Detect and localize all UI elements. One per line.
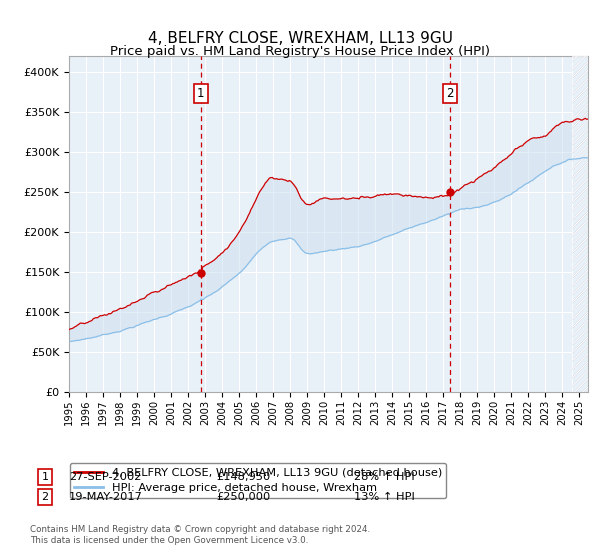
Text: 2: 2 [41,492,49,502]
Legend: 4, BELFRY CLOSE, WREXHAM, LL13 9GU (detached house), HPI: Average price, detache: 4, BELFRY CLOSE, WREXHAM, LL13 9GU (deta… [70,463,446,498]
Text: 1: 1 [41,472,49,482]
Text: 2: 2 [446,87,454,100]
Text: £148,950: £148,950 [216,472,270,482]
Text: 1: 1 [197,87,205,100]
Text: 19-MAY-2017: 19-MAY-2017 [69,492,143,502]
Text: Price paid vs. HM Land Registry's House Price Index (HPI): Price paid vs. HM Land Registry's House … [110,45,490,58]
Text: 27-SEP-2002: 27-SEP-2002 [69,472,142,482]
Text: 13% ↑ HPI: 13% ↑ HPI [354,492,415,502]
Text: This data is licensed under the Open Government Licence v3.0.: This data is licensed under the Open Gov… [30,536,308,545]
Bar [572,56,588,392]
Text: 28% ↑ HPI: 28% ↑ HPI [354,472,415,482]
Text: Contains HM Land Registry data © Crown copyright and database right 2024.: Contains HM Land Registry data © Crown c… [30,525,370,534]
Text: £250,000: £250,000 [216,492,270,502]
Bar [572,56,588,392]
Text: 4, BELFRY CLOSE, WREXHAM, LL13 9GU: 4, BELFRY CLOSE, WREXHAM, LL13 9GU [148,31,452,46]
